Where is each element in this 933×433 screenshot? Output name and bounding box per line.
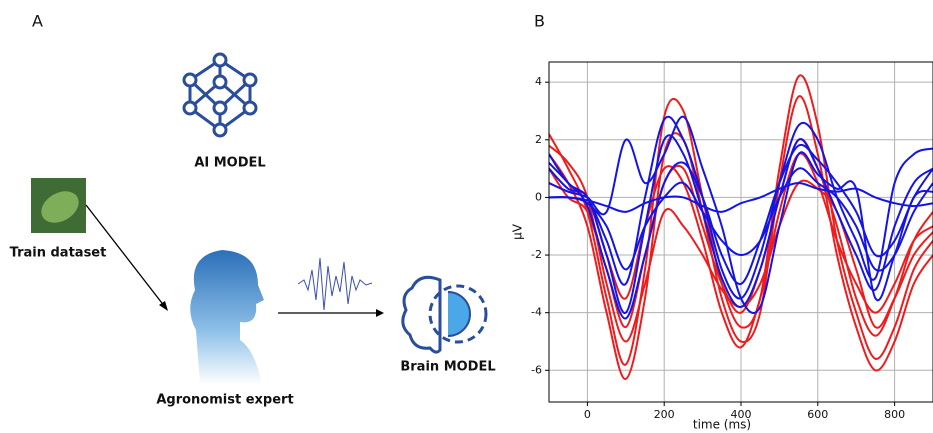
x-tick-label: 0 <box>584 408 591 421</box>
lines <box>549 74 933 380</box>
x-tick-label: 800 <box>884 408 905 421</box>
signal-wave <box>297 257 373 311</box>
leaf <box>41 191 79 223</box>
x-axis-label: time (ms) <box>693 418 751 432</box>
train-dataset-label: Train dataset <box>10 246 107 261</box>
y-tick-label: 0 <box>535 190 542 203</box>
plot <box>549 62 933 402</box>
panel-label: B <box>534 12 545 31</box>
line-series <box>549 74 933 366</box>
x-tick-label: 400 <box>731 408 752 421</box>
y-tick-label: 2 <box>535 133 542 146</box>
arrow <box>85 204 166 308</box>
panel-label: A <box>32 12 43 31</box>
ai-model-label: AI MODEL <box>194 156 265 171</box>
brain-model-icon <box>401 275 488 354</box>
y-tick-label: -4 <box>531 306 542 319</box>
x-tick-label: 600 <box>807 408 828 421</box>
expert-figure <box>190 250 264 385</box>
line-series <box>549 95 933 380</box>
arrow-head <box>376 309 384 317</box>
line-series <box>549 134 933 314</box>
arrow-head <box>159 301 168 311</box>
line-series <box>549 167 933 272</box>
y-tick-label: 4 <box>535 75 542 88</box>
line-series <box>549 182 933 213</box>
y-axis-label: μV <box>511 223 525 240</box>
y-tick-label: -6 <box>531 363 542 376</box>
x-tick-label: 200 <box>654 408 675 421</box>
y-tick-label: -2 <box>531 248 542 261</box>
line-series <box>549 152 933 349</box>
ai-model-icon <box>182 52 258 138</box>
line-series <box>549 143 933 320</box>
agronomist-label: Agronomist expert <box>156 393 293 408</box>
line-series <box>549 115 933 314</box>
brain-model-label: Brain MODEL <box>400 360 495 375</box>
